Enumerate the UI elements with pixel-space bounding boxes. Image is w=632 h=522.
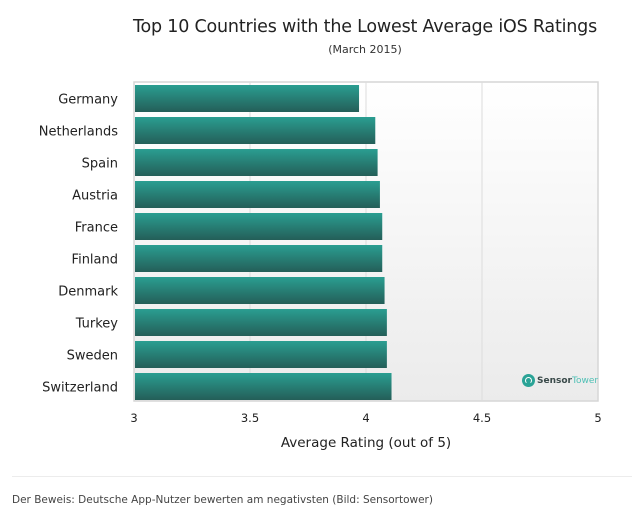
logo-text-light: Tower — [571, 375, 599, 386]
y-tick-label: Germany — [58, 93, 118, 108]
y-tick-label: Spain — [82, 157, 118, 172]
bar-denmark — [135, 277, 385, 304]
bar-sweden — [135, 341, 387, 368]
logo-text-bold: Sensor — [537, 375, 572, 386]
bar-germany — [135, 85, 360, 112]
y-tick-label: Austria — [72, 189, 118, 204]
x-tick-label: 3.5 — [241, 411, 259, 425]
bar-france — [135, 213, 383, 240]
x-tick-label: 3 — [130, 411, 137, 425]
bar-netherlands — [135, 117, 376, 144]
bar-finland — [135, 245, 383, 272]
x-tick-label: 5 — [594, 411, 601, 425]
sensortower-logo: Sensor Tower — [522, 374, 598, 387]
y-tick-label: Netherlands — [39, 125, 118, 140]
x-axis-label: Average Rating (out of 5) — [280, 435, 452, 451]
y-tick-label: Denmark — [58, 285, 118, 300]
bar-turkey — [135, 309, 387, 336]
bar-chart: Germany Netherlands Spain Austria France Finl… — [39, 81, 602, 425]
y-tick-label: Sweden — [67, 349, 118, 364]
chart-subtitle: (March 2015) — [328, 43, 402, 56]
bar-switzerland — [135, 373, 392, 400]
y-tick-label: Turkey — [75, 317, 119, 332]
divider — [12, 476, 632, 477]
x-tick-label: 4 — [362, 411, 369, 425]
sensortower-logo-icon — [522, 374, 535, 387]
y-tick-label: Finland — [72, 253, 118, 268]
y-tick-label: France — [75, 221, 118, 236]
bar-spain — [135, 149, 378, 176]
x-tick-label: 4.5 — [473, 411, 491, 425]
chart-title: Top 10 Countries with the Lowest Average… — [132, 17, 597, 37]
bar-austria — [135, 181, 380, 208]
y-tick-label: Switzerland — [42, 381, 118, 396]
image-caption: Der Beweis: Deutsche App-Nutzer bewerten… — [12, 494, 433, 506]
